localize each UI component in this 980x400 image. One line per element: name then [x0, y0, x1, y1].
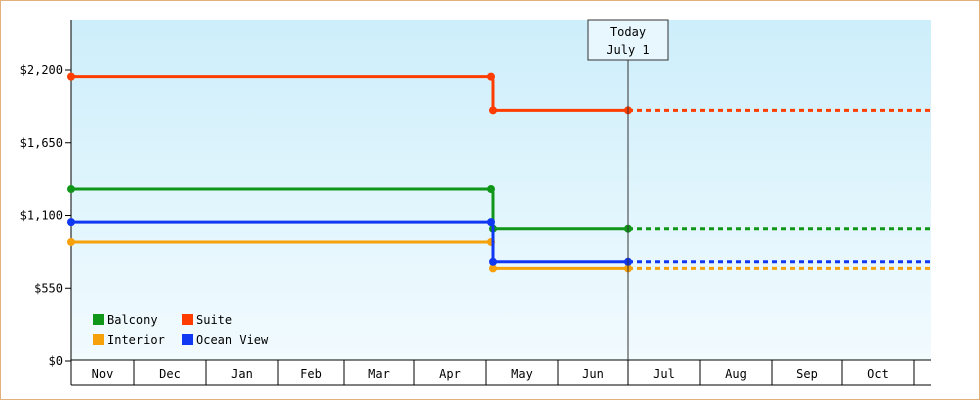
legend-swatch-balcony: [93, 314, 104, 325]
month-label: Aug: [725, 367, 747, 381]
legend-swatch-ocean-view: [182, 334, 193, 345]
data-point-interior: [489, 264, 497, 273]
month-label: Mar: [368, 367, 390, 381]
data-point-suite: [489, 106, 497, 115]
month-label: Nov: [92, 367, 114, 381]
data-point-interior: [67, 237, 75, 246]
legend-label-suite: Suite: [196, 313, 232, 327]
data-point-ocean-view: [489, 257, 497, 266]
legend-swatch-suite: [182, 314, 193, 325]
data-point-ocean-view: [487, 218, 495, 227]
y-tick-label: $1,100: [20, 209, 63, 223]
legend-label-balcony: Balcony: [107, 313, 158, 327]
data-point-suite: [67, 72, 75, 81]
y-tick-label: $0: [49, 354, 63, 368]
today-date-label: July 1: [606, 43, 649, 57]
y-tick-label: $1,650: [20, 136, 63, 150]
month-label: May: [511, 367, 533, 381]
month-label: Apr: [439, 367, 461, 381]
month-label: Jan: [231, 367, 253, 381]
today-label: Today: [610, 25, 646, 39]
data-point-balcony: [67, 185, 75, 194]
legend-label-interior: Interior: [107, 333, 165, 347]
today-box: [587, 19, 669, 61]
month-label: Jul: [653, 367, 675, 381]
month-label: Oct: [867, 367, 889, 381]
data-point-ocean-view: [67, 218, 75, 227]
legend-swatch-interior: [93, 334, 104, 345]
month-label: Dec: [159, 367, 181, 381]
month-label: Jun: [582, 367, 604, 381]
y-tick-label: $2,200: [20, 63, 63, 77]
data-point-balcony: [487, 185, 495, 194]
y-tick-label: $550: [34, 281, 63, 295]
month-label: Feb: [300, 367, 322, 381]
data-point-suite: [487, 72, 495, 81]
month-label: Sep: [796, 367, 818, 381]
legend-label-ocean-view: Ocean View: [196, 333, 269, 347]
